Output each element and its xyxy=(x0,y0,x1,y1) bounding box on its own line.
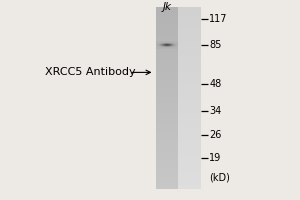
Text: 19: 19 xyxy=(209,153,222,163)
Text: 85: 85 xyxy=(209,40,222,50)
Text: 34: 34 xyxy=(209,106,222,116)
Text: 117: 117 xyxy=(209,14,228,24)
Text: 26: 26 xyxy=(209,130,222,140)
Text: 48: 48 xyxy=(209,79,222,89)
Text: XRCC5 Antibody: XRCC5 Antibody xyxy=(45,67,136,77)
Text: Jk: Jk xyxy=(163,2,172,12)
Text: (kD): (kD) xyxy=(209,173,230,183)
